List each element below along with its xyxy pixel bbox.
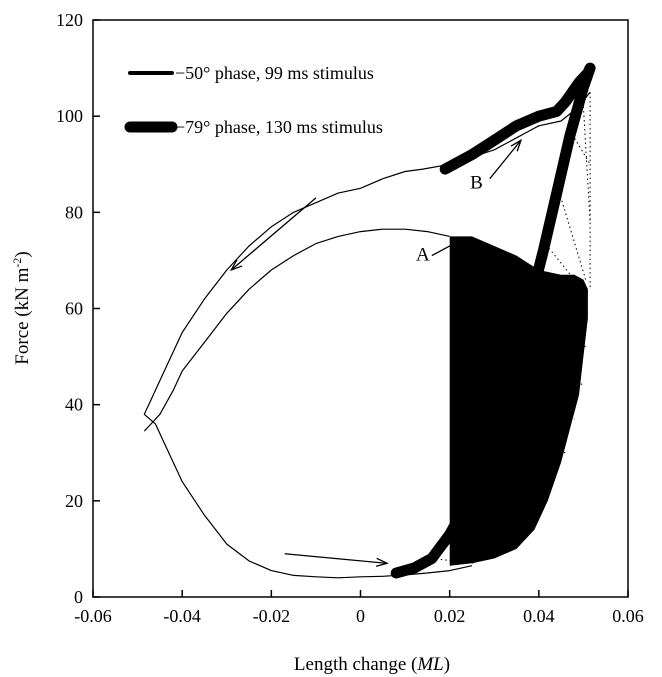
legend: −50° phase, 99 ms stimulus −79° phase, 13… (124, 63, 383, 137)
direction-arrow-2 (284, 553, 388, 564)
hatch-line-1 (582, 106, 591, 222)
hatch-line-3 (556, 183, 587, 280)
x-axis-title: Length change (ML) (294, 654, 450, 675)
y-tick-label: 0 (74, 587, 83, 607)
axes: -0.06 -0.04 -0.02 0 0.02 0.04 0.06 0 20 40 60 80 100… (56, 10, 644, 626)
series-1-segment-1 (143, 91, 591, 579)
hatch-line-4 (542, 240, 575, 280)
x-tick-label: -0.06 (74, 606, 112, 626)
annotation-arrow-a (431, 239, 463, 257)
legend-label-2: −79° phase, 130 ms stimulus (175, 117, 383, 137)
x-tick-label: 0 (356, 606, 365, 626)
x-tick-label: -0.04 (163, 606, 201, 626)
annotation-b: B (470, 172, 483, 193)
y-tick-label: 60 (65, 299, 83, 319)
series-1-segment-2 (143, 228, 450, 432)
y-tick-label: 80 (65, 202, 83, 222)
annotation-arrow-b (489, 140, 521, 180)
y-tick-label: 100 (56, 106, 83, 126)
x-tick-label: 0.06 (612, 606, 644, 626)
series-1-segment-3 (449, 236, 588, 566)
y-tick-label: 120 (56, 10, 83, 30)
hatch-line-2 (569, 130, 591, 165)
y-axis-title: Force (kN m-2) (10, 251, 33, 364)
annotation-a: A (416, 244, 430, 265)
legend-label-1: −50° phase, 99 ms stimulus (175, 63, 374, 83)
x-tick-label: 0.04 (523, 606, 555, 626)
y-tick-label: 20 (65, 491, 83, 511)
series-2-segment-1 (390, 62, 596, 579)
x-tick-label: 0.02 (434, 606, 466, 626)
x-tick-label: -0.02 (253, 606, 291, 626)
direction-arrow-1 (231, 197, 317, 270)
y-tick-label: 40 (65, 395, 83, 415)
